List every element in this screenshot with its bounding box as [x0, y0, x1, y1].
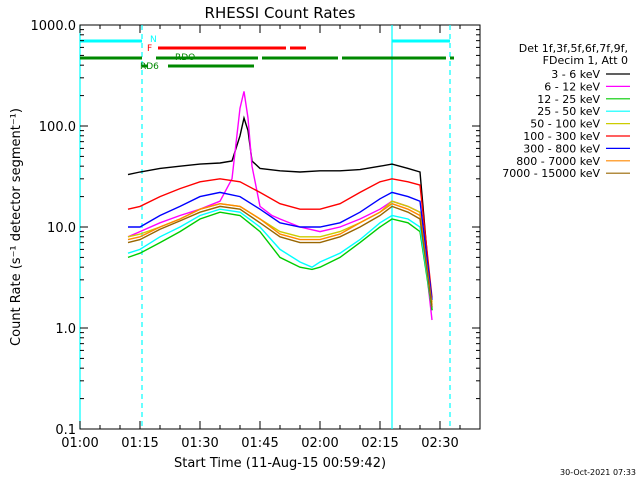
legend-label-12-25-kev: 12 - 25 keV	[537, 93, 600, 106]
x-tick-label-3: 01:45	[241, 436, 278, 451]
x-tick-label-2: 01:30	[181, 436, 218, 451]
x-tick-label-5: 02:15	[361, 436, 398, 451]
legend-header-line-2: FDecim 1, Att 0	[543, 54, 628, 67]
series-line-100-300-kev	[127, 178, 433, 298]
x-axis-label: Start Time (11-Aug-15 00:59:42)	[174, 456, 386, 471]
flag-label-rdo: RDO	[175, 53, 195, 63]
chart-title: RHESSI Count Rates	[205, 4, 356, 22]
series-line-800-7000-kev	[127, 202, 433, 305]
y-tick-label-3: 1.0	[55, 322, 76, 337]
legend: Det 1f,3f,5f,6f,7f,9f, FDecim 1, Att 0 3…	[502, 42, 630, 180]
y-tick-label-4: 0.1	[55, 423, 76, 438]
y-axis: 1000.0 100.0 10.0 1.0 0.1	[31, 19, 480, 438]
flag-bars: NF RDO RD6	[80, 35, 454, 72]
flag-label-n: N	[150, 35, 157, 45]
legend-label-6-12-kev: 6 - 12 keV	[544, 80, 600, 93]
legend-label-25-50-kev: 25 - 50 keV	[537, 105, 600, 118]
y-axis-label: Count Rate (s⁻¹ detector segment⁻¹)	[9, 108, 24, 346]
y-tick-label-0: 1000.0	[31, 19, 77, 34]
series-line-3-6-kev	[127, 115, 433, 311]
series-layer	[127, 91, 433, 321]
series-line-300-800-kev	[128, 191, 433, 300]
series-line-7000-15000-kev	[127, 205, 433, 308]
x-tick-label-6: 02:30	[421, 436, 458, 451]
x-tick-label-1: 01:15	[121, 436, 158, 451]
y-tick-label-1: 100.0	[39, 120, 76, 135]
legend-label-300-800-kev: 300 - 800 keV	[523, 142, 600, 155]
flag-label-f: F	[147, 44, 152, 54]
series-line-25-50-kev	[127, 208, 433, 308]
legend-label-100-300-kev: 100 - 300 keV	[523, 130, 600, 143]
legend-label-800-7000-kev: 800 - 7000 keV	[516, 155, 600, 168]
legend-label-7000-15000-kev: 7000 - 15000 keV	[502, 167, 600, 180]
x-axis: 01:00 01:15 01:30 01:45 02:00 02:15 02:30	[61, 25, 481, 451]
series-line-12-25-kev	[127, 211, 433, 311]
series-line-6-12-kev	[127, 91, 433, 321]
footer-timestamp: 30-Oct-2021 07:33	[560, 468, 636, 477]
x-tick-label-0: 01:00	[61, 436, 98, 451]
x-tick-label-4: 02:00	[301, 436, 338, 451]
legend-label-50-100-kev: 50 - 100 keV	[530, 118, 600, 131]
flag-label-rd6: RD6	[140, 62, 159, 72]
y-tick-label-2: 10.0	[47, 221, 76, 236]
series-line-50-100-kev	[127, 200, 433, 303]
legend-header-line-1: Det 1f,3f,5f,6f,7f,9f,	[519, 42, 628, 55]
legend-label-3-6-kev: 3 - 6 keV	[551, 68, 600, 81]
